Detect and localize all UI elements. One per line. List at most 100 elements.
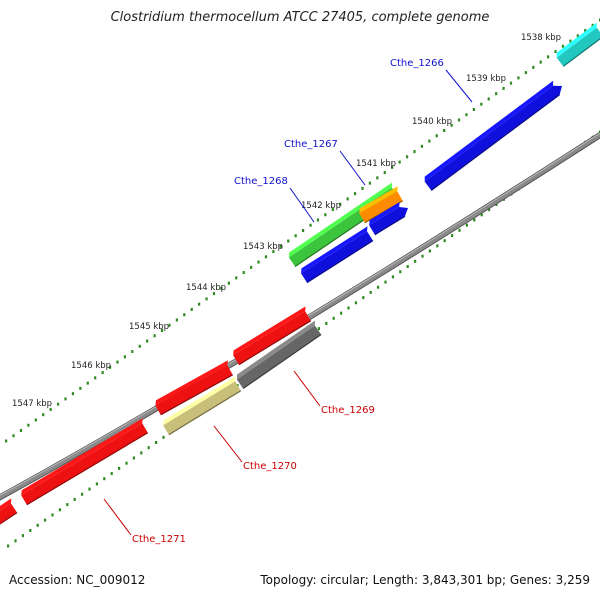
tick-dot: [138, 344, 141, 348]
feature-edge: [238, 320, 312, 366]
feature-body: [359, 191, 403, 223]
tick-dot: [242, 271, 245, 275]
feature-edge: [242, 334, 322, 390]
tick-dot: [347, 306, 350, 310]
tick-dot: [12, 434, 15, 438]
tick-dot: [405, 155, 409, 159]
tick-dot: [34, 418, 37, 422]
tick-dot: [81, 492, 84, 496]
tick-dot: [175, 318, 178, 322]
tick-dot: [116, 360, 119, 364]
tick-dot: [108, 365, 112, 369]
tick-label: 1541 kbp: [356, 159, 396, 169]
tick-dot: [325, 321, 328, 325]
feature-edge: [306, 240, 374, 284]
map-title: Clostridium thermocellum ATCC 27405, com…: [110, 10, 490, 25]
tick-dot: [487, 97, 490, 101]
feature-body: [155, 365, 233, 415]
accession-text: Accession: NC_009012: [9, 573, 146, 587]
feature-cthe-1265: [556, 22, 600, 67]
tick-dot: [110, 472, 113, 476]
tick-dot: [95, 482, 98, 486]
tick-dot: [428, 139, 431, 143]
tick-dot: [346, 197, 349, 201]
tick-dot: [391, 165, 394, 169]
tick-dot: [324, 213, 327, 217]
tick-dot: [517, 76, 520, 80]
tick-dot: [220, 286, 223, 290]
feature-cthe-1269-a: [233, 306, 312, 366]
tick-label: 1540 kbp: [412, 117, 452, 127]
tick-dot: [36, 523, 39, 527]
tick-dot: [539, 60, 542, 64]
tick-dot: [576, 34, 579, 38]
tick-dot: [125, 461, 128, 465]
tick-dot: [554, 50, 557, 54]
tick-dot: [353, 192, 357, 196]
tick-dot: [294, 234, 297, 238]
tick-dot: [413, 150, 416, 154]
feature-body: [233, 311, 311, 365]
tick-dot: [302, 229, 305, 232]
feature-bevel: [301, 226, 368, 274]
tick-dot: [264, 255, 268, 259]
tick-dot: [168, 323, 171, 327]
tick-dot: [457, 118, 461, 122]
tick-dot: [29, 528, 32, 532]
feature-body: [163, 381, 241, 435]
feature-body: [0, 503, 18, 524]
tick-dot: [591, 23, 594, 27]
feature-edge: [160, 374, 233, 416]
tick-label: 1545 kbp: [129, 322, 169, 332]
gene-label-leader: [445, 69, 473, 103]
tick-dot: [118, 466, 121, 470]
feature-body: [424, 85, 562, 191]
feature-bevel: [236, 320, 316, 380]
tick-dot: [309, 223, 312, 227]
tick-dot: [66, 503, 69, 507]
gene-label-layer: Cthe_1266 Cthe_1267 Cthe_1268 Cthe_1269 Cthe…: [103, 58, 473, 545]
gene-label-leader: [103, 498, 132, 536]
genome-summary-text: Topology: circular; Length: 3,843,301 bp…: [260, 573, 590, 587]
tick-dot: [42, 413, 45, 417]
tick-layer: 1538 kbp 1539 kbp 1540 kbp 1541 kbp 1542 kbp…: [12, 33, 561, 409]
tick-dot: [561, 44, 565, 48]
tick-label: 1539 kbp: [466, 74, 506, 84]
tick-dot: [132, 456, 135, 460]
tick-dot: [436, 244, 439, 248]
tick-label: 1538 kbp: [521, 33, 561, 43]
tick-label: 1544 kbp: [186, 283, 226, 293]
tick-dot: [64, 397, 67, 401]
tick-dot: [287, 239, 290, 243]
tick-dot: [279, 244, 282, 248]
tick-dot: [480, 102, 483, 106]
feature-bevel: [359, 186, 398, 214]
tick-dot: [235, 276, 238, 280]
tick-label: 1542 kbp: [301, 201, 341, 211]
tick-dot: [205, 297, 208, 301]
feature-cthe-1272: [0, 498, 18, 525]
feature-edge: [26, 432, 149, 506]
tick-dot: [257, 260, 260, 264]
tick-dot: [19, 428, 23, 432]
tick-dot: [86, 381, 89, 385]
feature-cthe-1270-a: [155, 360, 233, 416]
tick-dot: [465, 223, 468, 227]
feature-edge: [374, 215, 406, 236]
gene-label: Cthe_1270: [243, 461, 297, 472]
tick-dot: [369, 290, 372, 294]
feature-cthe-1270: [163, 376, 242, 436]
tick-dot: [272, 250, 275, 254]
tick-dot: [317, 327, 320, 331]
tick-dot: [58, 508, 61, 512]
feature-edge: [168, 390, 242, 436]
tick-dot: [101, 371, 104, 375]
tick-dot: [162, 435, 165, 439]
feature-bevel: [163, 376, 236, 426]
tick-dot-rows: [5, 18, 600, 548]
tick-dot: [71, 392, 75, 396]
tick-dot: [250, 265, 253, 269]
tick-dot: [160, 328, 164, 332]
